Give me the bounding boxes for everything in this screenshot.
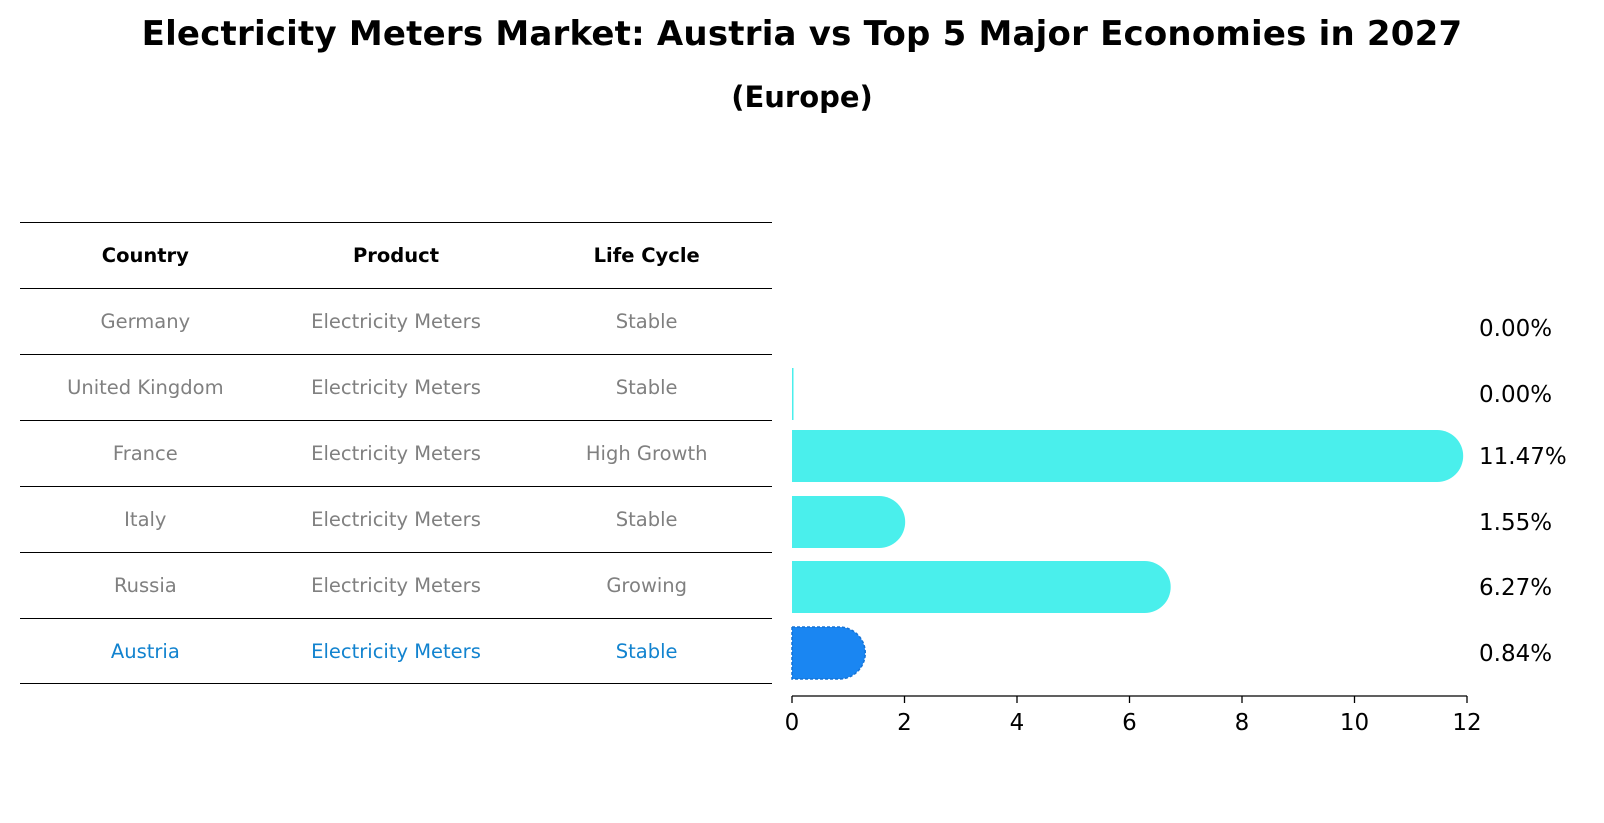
- cell-country: United Kingdom: [67, 376, 224, 399]
- cell-country: Austria: [110, 639, 180, 663]
- x-tick-label: 0: [785, 710, 800, 736]
- cell-life-cycle: Stable: [615, 310, 678, 333]
- cell-product: Electricity Meters: [311, 376, 481, 399]
- table-row: Germany Electricity Meters Stable: [20, 288, 772, 354]
- table-row: Russia Electricity Meters Growing: [20, 552, 772, 618]
- cell-country: Italy: [124, 508, 167, 531]
- bar-france: [792, 430, 1464, 482]
- country-table: Country Product Life Cycle Germany Elect…: [20, 222, 772, 684]
- cell-life-cycle: Growing: [606, 574, 688, 597]
- bar-united-kingdom: [792, 368, 794, 420]
- cell-life-cycle: Stable: [615, 508, 678, 531]
- cell-life-cycle: Stable: [615, 376, 678, 399]
- table-row-highlight: Austria Electricity Meters Stable: [20, 618, 772, 684]
- bar-italy: [792, 496, 906, 548]
- bar-austria: [791, 626, 866, 680]
- value-label: 6.27%: [1479, 575, 1552, 601]
- value-label: 11.47%: [1479, 444, 1567, 470]
- cell-product: Electricity Meters: [311, 442, 481, 465]
- value-label: 1.55%: [1479, 510, 1552, 536]
- chart-title: Electricity Meters Market: Austria vs To…: [141, 14, 1463, 54]
- table-row: United Kingdom Electricity Meters Stable: [20, 354, 772, 420]
- value-label: 0.00%: [1479, 382, 1552, 408]
- cell-product: Electricity Meters: [311, 574, 481, 597]
- x-tick-label: 10: [1340, 710, 1369, 736]
- cell-product: Electricity Meters: [311, 639, 481, 663]
- x-tick-label: 12: [1452, 710, 1481, 736]
- header-product: Product: [352, 244, 440, 267]
- cell-product: Electricity Meters: [311, 508, 481, 531]
- cell-product: Electricity Meters: [311, 310, 481, 333]
- value-label: 0.00%: [1479, 316, 1552, 342]
- cell-country: Germany: [100, 310, 191, 333]
- cell-life-cycle: Stable: [615, 639, 678, 663]
- table-row: Italy Electricity Meters Stable: [20, 486, 772, 552]
- cell-life-cycle: High Growth: [585, 442, 708, 465]
- x-tick-label: 4: [1010, 710, 1025, 736]
- value-label: 0.84%: [1479, 641, 1552, 667]
- table-header-row: Country Product Life Cycle: [20, 222, 772, 288]
- x-tick-label: 6: [1122, 710, 1137, 736]
- cell-country: France: [112, 442, 178, 465]
- header-country: Country: [101, 244, 189, 267]
- bar-russia: [792, 561, 1171, 613]
- header-life-cycle: Life Cycle: [593, 244, 700, 267]
- x-tick-label: 8: [1235, 710, 1250, 736]
- chart-subtitle: (Europe): [731, 80, 873, 114]
- table-row: France Electricity Meters High Growth: [20, 420, 772, 486]
- cell-country: Russia: [113, 574, 177, 597]
- x-tick-label: 2: [897, 710, 912, 736]
